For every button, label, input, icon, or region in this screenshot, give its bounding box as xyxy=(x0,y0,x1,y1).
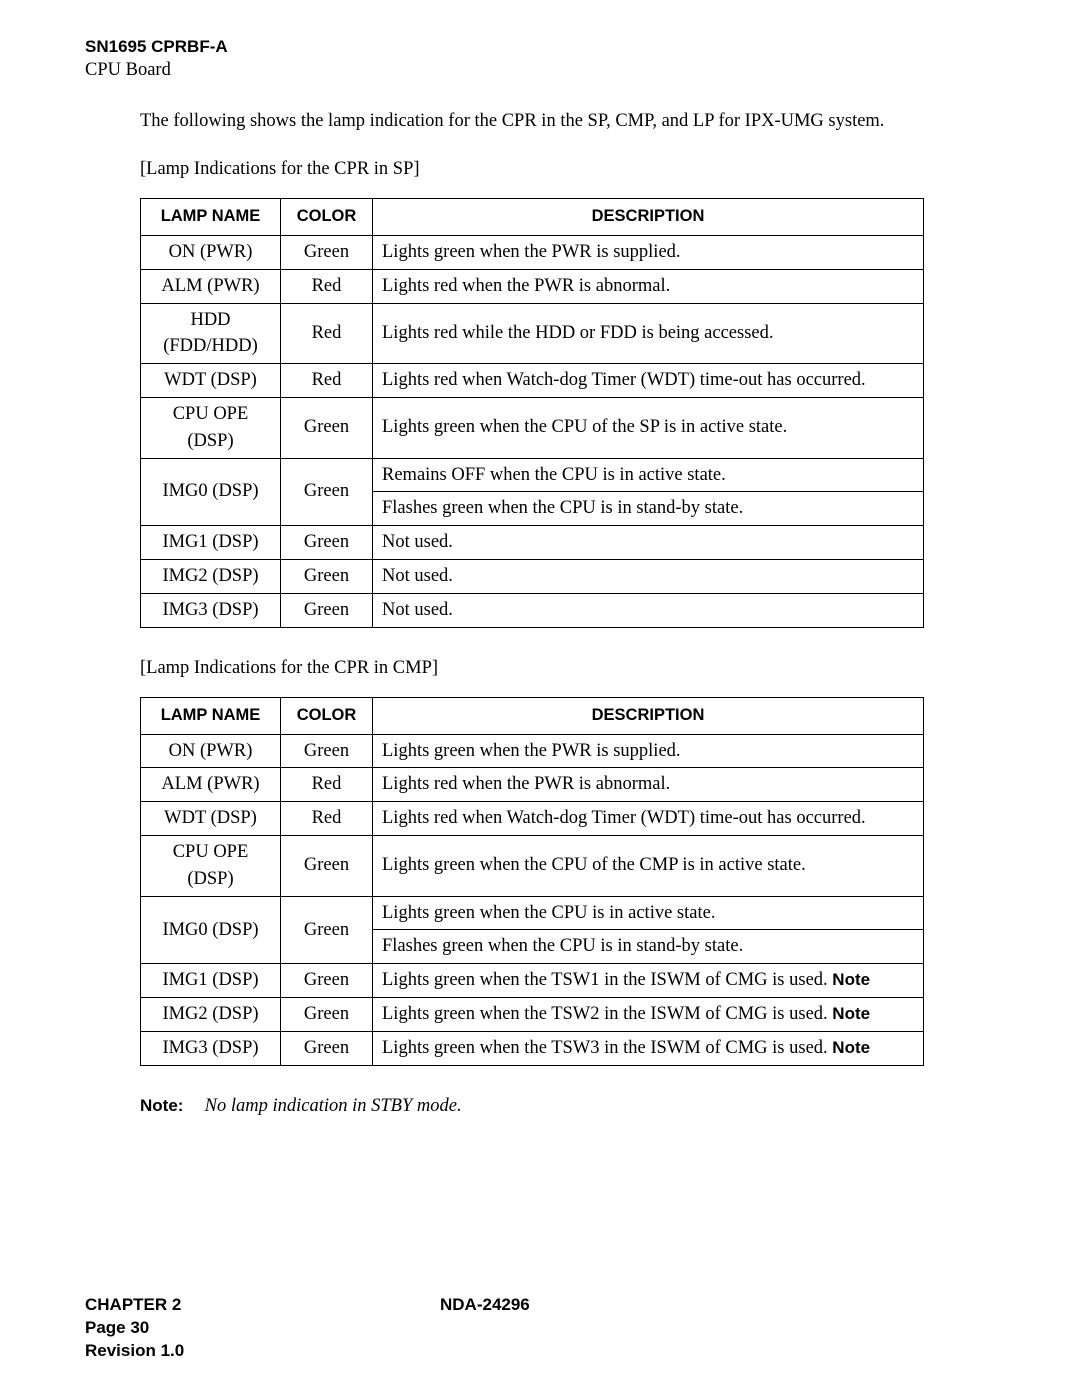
cell-lamp-name: IMG3 (DSP) xyxy=(141,1031,281,1065)
cell-lamp-name: IMG2 (DSP) xyxy=(141,560,281,594)
cell-color: Red xyxy=(281,768,373,802)
table1-caption: [Lamp Indications for the CPR in SP] xyxy=(140,159,995,180)
table-row: ALM (PWR)RedLights red when the PWR is a… xyxy=(141,269,924,303)
cell-lamp-name: WDT (DSP) xyxy=(141,802,281,836)
table-row: HDD (FDD/HDD)RedLights red while the HDD… xyxy=(141,303,924,364)
cell-lamp-name: ON (PWR) xyxy=(141,235,281,269)
cell-description: Lights red while the HDD or FDD is being… xyxy=(373,303,924,364)
cell-color: Red xyxy=(281,802,373,836)
lamp-table-sp: LAMP NAME COLOR DESCRIPTION ON (PWR)Gree… xyxy=(140,198,924,628)
table-row: CPU OPE (DSP)GreenLights green when the … xyxy=(141,397,924,458)
cell-lamp-name: IMG1 (DSP) xyxy=(141,526,281,560)
page-footer: CHAPTER 2 NDA-24296 Page 30 Revision 1.0 xyxy=(85,1294,995,1363)
cell-lamp-name: CPU OPE (DSP) xyxy=(141,835,281,896)
table-row: WDT (DSP)RedLights red when Watch-dog Ti… xyxy=(141,364,924,398)
col-header-description: DESCRIPTION xyxy=(373,198,924,235)
cell-lamp-name: ALM (PWR) xyxy=(141,768,281,802)
table-row: IMG0 (DSP)GreenLights green when the CPU… xyxy=(141,896,924,930)
header-code: SN1695 CPRBF-A xyxy=(85,36,995,58)
table-header-row: LAMP NAME COLOR DESCRIPTION xyxy=(141,198,924,235)
cell-description: Lights green when the CPU of the SP is i… xyxy=(373,397,924,458)
cell-description: Lights green when the TSW2 in the ISWM o… xyxy=(373,998,924,1032)
table-row: IMG2 (DSP)GreenLights green when the TSW… xyxy=(141,998,924,1032)
table-row: ON (PWR)GreenLights green when the PWR i… xyxy=(141,734,924,768)
cell-color: Green xyxy=(281,397,373,458)
cell-description: Lights green when the PWR is supplied. xyxy=(373,235,924,269)
cell-lamp-name: IMG0 (DSP) xyxy=(141,896,281,964)
cell-color: Green xyxy=(281,458,373,526)
cell-description: Lights red when the PWR is abnormal. xyxy=(373,768,924,802)
intro-paragraph: The following shows the lamp indication … xyxy=(140,108,995,135)
table-row: ON (PWR)GreenLights green when the PWR i… xyxy=(141,235,924,269)
cell-lamp-name: ALM (PWR) xyxy=(141,269,281,303)
cell-description: Flashes green when the CPU is in stand-b… xyxy=(373,492,924,526)
cell-color: Red xyxy=(281,303,373,364)
page-header: SN1695 CPRBF-A CPU Board xyxy=(85,36,995,82)
cell-description: Lights green when the PWR is supplied. xyxy=(373,734,924,768)
cell-color: Green xyxy=(281,235,373,269)
note-label: Note: xyxy=(140,1096,200,1116)
cell-lamp-name: IMG1 (DSP) xyxy=(141,964,281,998)
cell-description: Lights red when Watch-dog Timer (WDT) ti… xyxy=(373,364,924,398)
cell-lamp-name: IMG3 (DSP) xyxy=(141,593,281,627)
body-content: The following shows the lamp indication … xyxy=(140,108,995,1117)
cell-description: Lights red when the PWR is abnormal. xyxy=(373,269,924,303)
cell-color: Green xyxy=(281,835,373,896)
cell-description: Lights green when the TSW3 in the ISWM o… xyxy=(373,1031,924,1065)
cell-description: Lights green when the CPU is in active s… xyxy=(373,896,924,930)
cell-lamp-name: WDT (DSP) xyxy=(141,364,281,398)
table-row: ALM (PWR)RedLights red when the PWR is a… xyxy=(141,768,924,802)
cell-lamp-name: IMG2 (DSP) xyxy=(141,998,281,1032)
col-header-color: COLOR xyxy=(281,697,373,734)
table-header-row: LAMP NAME COLOR DESCRIPTION xyxy=(141,697,924,734)
cell-color: Green xyxy=(281,896,373,964)
table-row: IMG1 (DSP)GreenLights green when the TSW… xyxy=(141,964,924,998)
cell-color: Red xyxy=(281,269,373,303)
table-row: IMG2 (DSP)GreenNot used. xyxy=(141,560,924,594)
table-row: IMG1 (DSP)GreenNot used. xyxy=(141,526,924,560)
footer-page: Page 30 xyxy=(85,1317,995,1340)
note-line: Note: No lamp indication in STBY mode. xyxy=(140,1096,995,1117)
cell-color: Green xyxy=(281,964,373,998)
inline-note: Note xyxy=(832,1038,870,1057)
note-text: No lamp indication in STBY mode. xyxy=(205,1096,462,1116)
col-header-description: DESCRIPTION xyxy=(373,697,924,734)
cell-description: Lights red when Watch-dog Timer (WDT) ti… xyxy=(373,802,924,836)
cell-color: Red xyxy=(281,364,373,398)
cell-description: Not used. xyxy=(373,526,924,560)
cell-description: Not used. xyxy=(373,593,924,627)
col-header-color: COLOR xyxy=(281,198,373,235)
cell-color: Green xyxy=(281,734,373,768)
cell-lamp-name: HDD (FDD/HDD) xyxy=(141,303,281,364)
table2-caption: [Lamp Indications for the CPR in CMP] xyxy=(140,658,995,679)
footer-revision: Revision 1.0 xyxy=(85,1340,995,1363)
footer-chapter: CHAPTER 2 xyxy=(85,1294,440,1317)
lamp-table-cmp: LAMP NAME COLOR DESCRIPTION ON (PWR)Gree… xyxy=(140,697,924,1066)
col-header-lamp-name: LAMP NAME xyxy=(141,198,281,235)
footer-docnum: NDA-24296 xyxy=(440,1294,530,1317)
cell-description: Flashes green when the CPU is in stand-b… xyxy=(373,930,924,964)
cell-color: Green xyxy=(281,998,373,1032)
cell-description: Not used. xyxy=(373,560,924,594)
table-row: IMG3 (DSP)GreenNot used. xyxy=(141,593,924,627)
header-subtitle: CPU Board xyxy=(85,58,995,82)
table-row: WDT (DSP)RedLights red when Watch-dog Ti… xyxy=(141,802,924,836)
cell-color: Green xyxy=(281,526,373,560)
inline-note: Note xyxy=(832,1004,870,1023)
cell-description: Remains OFF when the CPU is in active st… xyxy=(373,458,924,492)
cell-color: Green xyxy=(281,560,373,594)
table-row: CPU OPE (DSP)GreenLights green when the … xyxy=(141,835,924,896)
inline-note: Note xyxy=(832,970,870,989)
cell-description: Lights green when the TSW1 in the ISWM o… xyxy=(373,964,924,998)
cell-color: Green xyxy=(281,593,373,627)
table-row: IMG3 (DSP)GreenLights green when the TSW… xyxy=(141,1031,924,1065)
cell-lamp-name: ON (PWR) xyxy=(141,734,281,768)
cell-lamp-name: IMG0 (DSP) xyxy=(141,458,281,526)
cell-description: Lights green when the CPU of the CMP is … xyxy=(373,835,924,896)
table-row: IMG0 (DSP)GreenRemains OFF when the CPU … xyxy=(141,458,924,492)
col-header-lamp-name: LAMP NAME xyxy=(141,697,281,734)
cell-lamp-name: CPU OPE (DSP) xyxy=(141,397,281,458)
document-page: SN1695 CPRBF-A CPU Board The following s… xyxy=(0,0,1080,1397)
cell-color: Green xyxy=(281,1031,373,1065)
